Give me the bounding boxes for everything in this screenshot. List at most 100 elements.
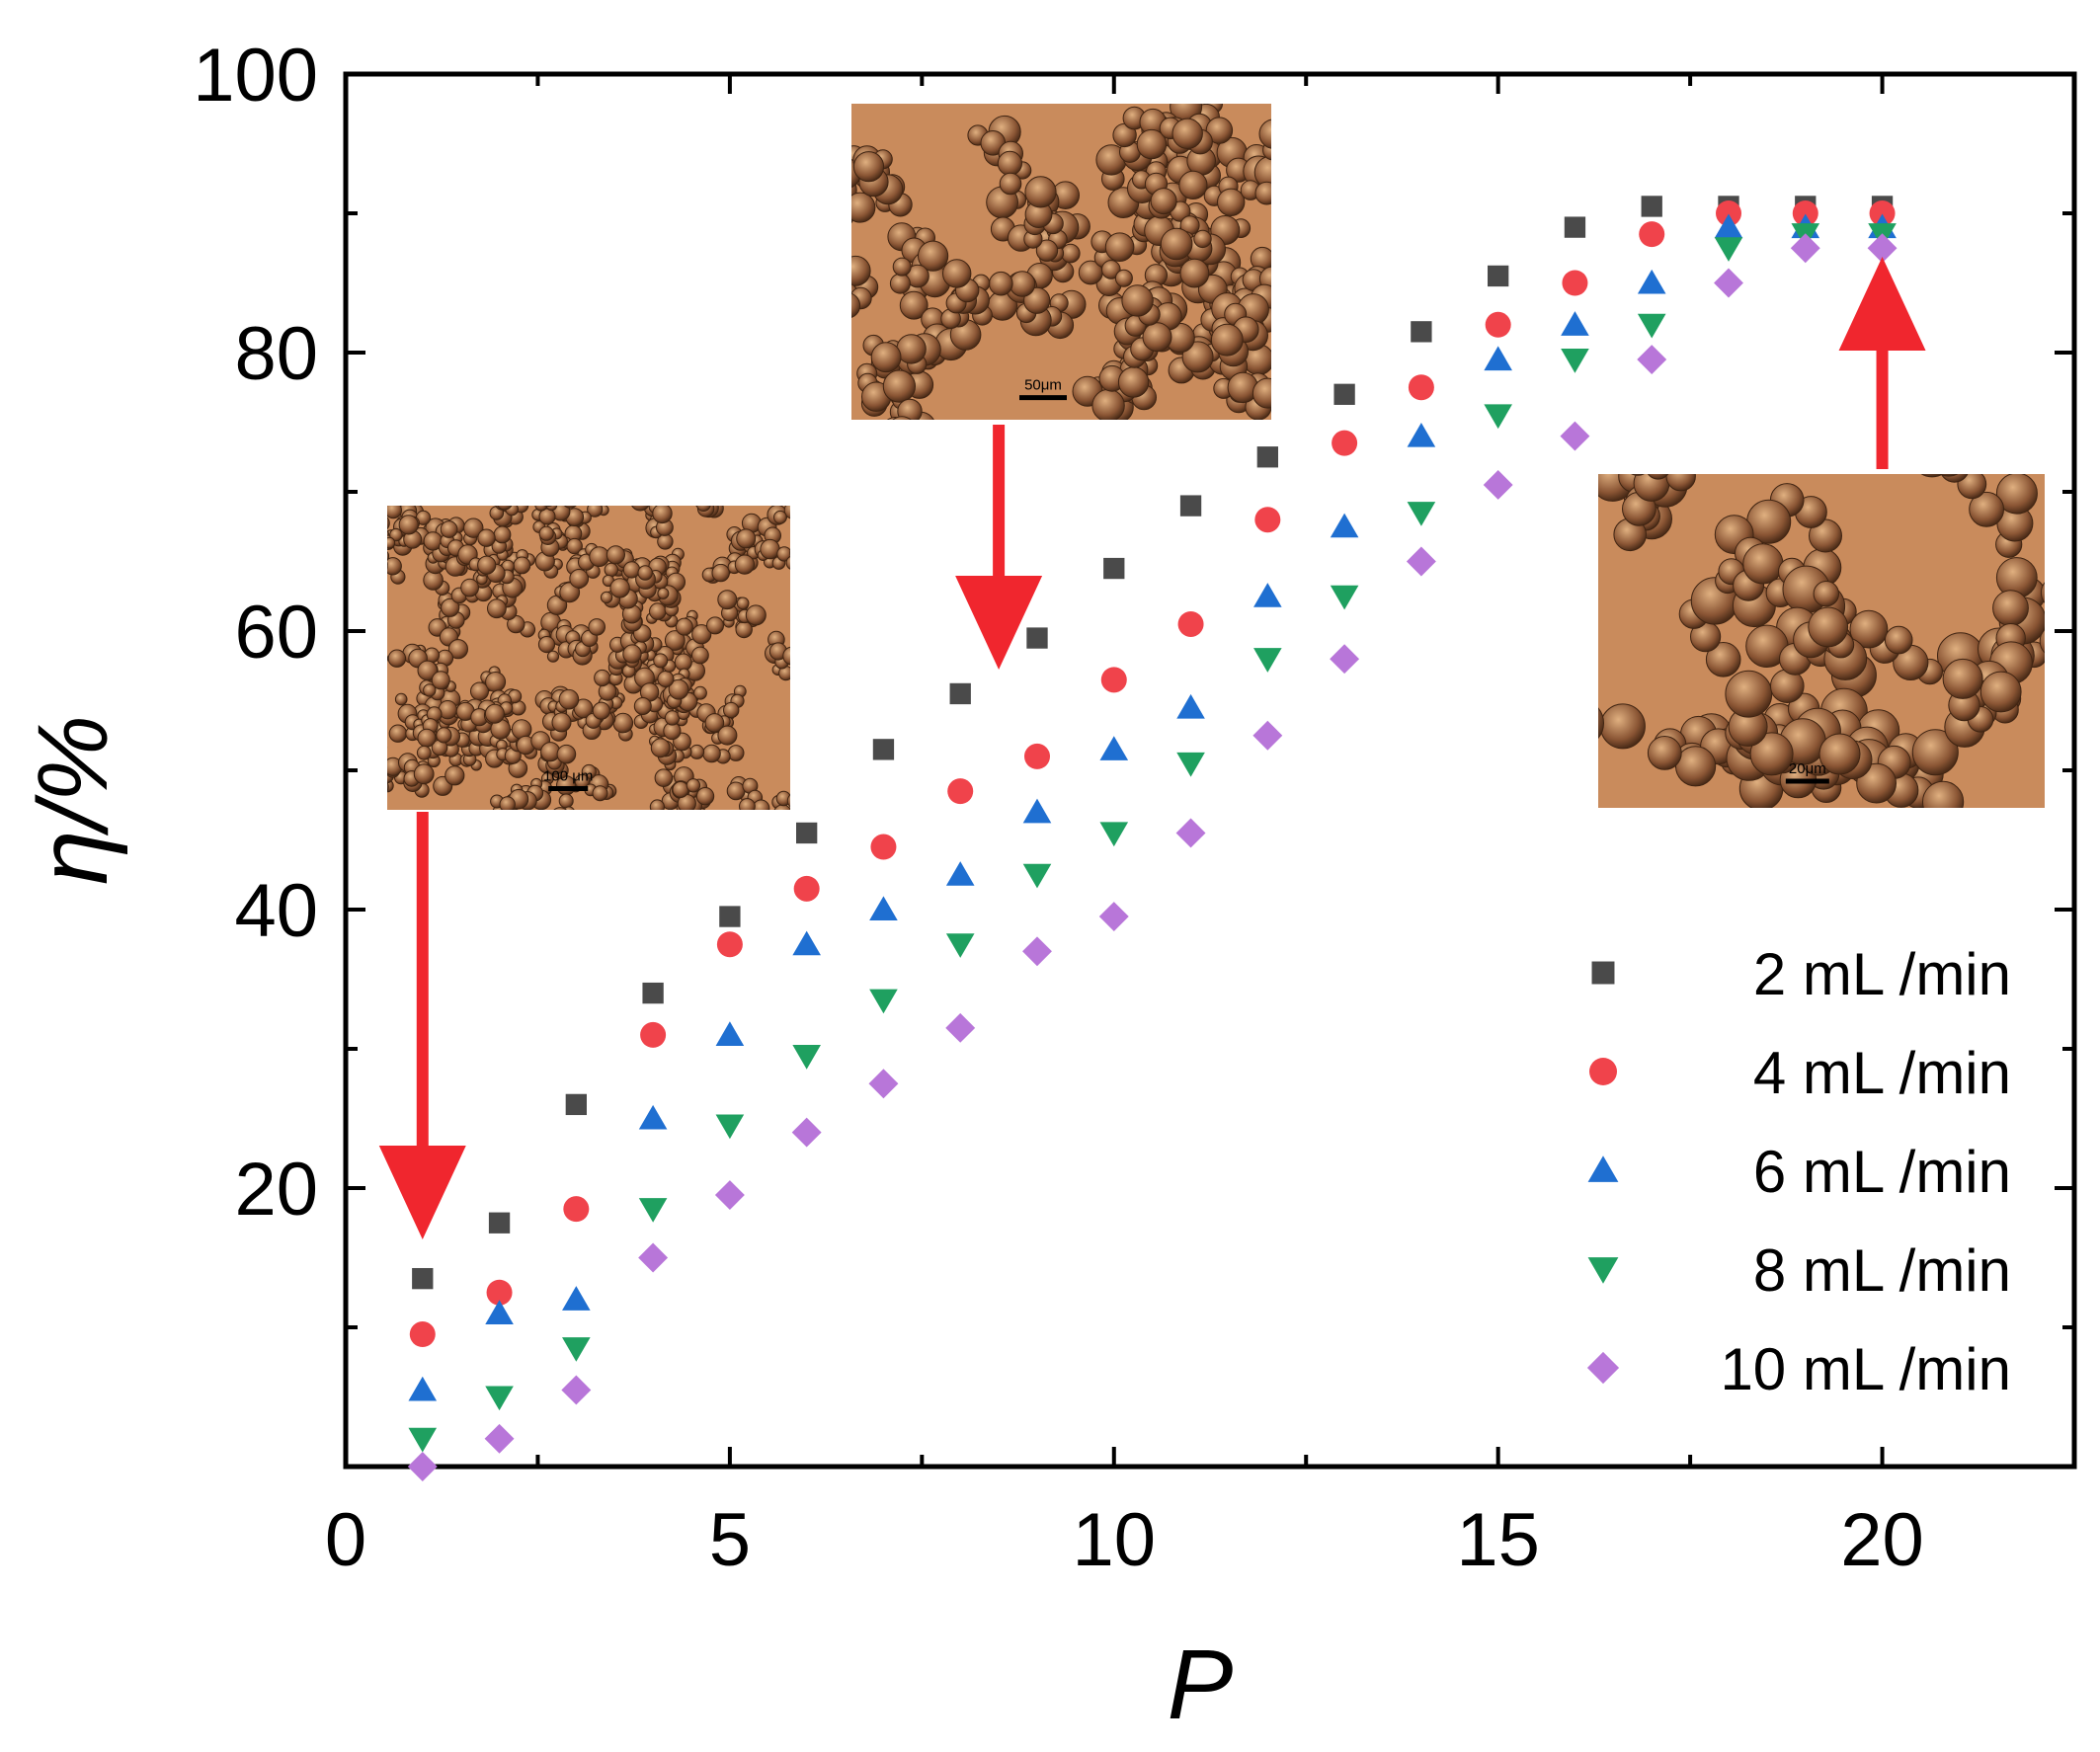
micrograph: 50μm <box>851 104 1271 420</box>
data-point <box>1639 221 1665 248</box>
data-point <box>1561 349 1589 373</box>
legend-marker <box>1587 1257 1619 1284</box>
data-point <box>488 1212 511 1234</box>
x-tick-label: 15 <box>1456 1498 1540 1582</box>
data-point <box>1254 507 1281 533</box>
series-2 <box>409 200 1896 1348</box>
bead-cluster <box>387 506 790 810</box>
data-point <box>1253 583 1282 607</box>
data-point <box>796 822 818 844</box>
data-point <box>1792 200 1818 226</box>
data-point <box>1714 268 1743 298</box>
data-point <box>485 1386 514 1411</box>
data-point <box>1485 311 1511 338</box>
y-tick-label: 20 <box>234 1148 318 1232</box>
y-tick-label: 40 <box>234 869 318 953</box>
legend-label: 6 mL /min <box>1753 1139 2011 1205</box>
data-point <box>409 1321 436 1348</box>
data-point <box>1484 346 1512 371</box>
data-point <box>565 1093 587 1116</box>
data-point <box>716 931 743 958</box>
data-point <box>638 1198 668 1223</box>
data-point <box>1637 313 1666 339</box>
legend-marker <box>1586 1351 1620 1385</box>
data-point <box>1561 311 1589 336</box>
data-point <box>1406 546 1436 577</box>
legend-marker <box>1589 1058 1617 1085</box>
data-point <box>792 1045 821 1070</box>
data-point <box>484 1423 515 1454</box>
data-point <box>640 1021 667 1048</box>
data-point <box>719 906 741 927</box>
data-point <box>791 1117 822 1148</box>
data-point <box>715 1114 745 1140</box>
legend-label: 4 mL /min <box>1753 1040 2011 1106</box>
data-point <box>868 1069 899 1099</box>
data-point <box>486 1279 513 1306</box>
arrow <box>378 812 466 1239</box>
data-point <box>947 778 974 805</box>
data-point <box>1179 495 1202 517</box>
data-point <box>562 1337 591 1362</box>
data-point <box>715 1021 745 1046</box>
data-point <box>1176 752 1205 777</box>
data-point <box>945 1012 976 1043</box>
y-tick-label: 100 <box>193 34 318 118</box>
data-point <box>1637 269 1666 294</box>
legend-label: 10 mL /min <box>1720 1336 2011 1402</box>
data-point <box>1022 936 1052 967</box>
scale-bar-label: 20μm <box>1789 760 1826 777</box>
data-point <box>792 930 821 956</box>
legend-entry: 10 mL /min <box>1586 1336 2011 1402</box>
data-point <box>1790 233 1820 264</box>
legend-entry: 2 mL /min <box>1591 941 2011 1007</box>
data-point <box>1867 233 1898 264</box>
x-axis-label: P <box>1168 1630 1234 1740</box>
arrow <box>955 425 1043 670</box>
data-point <box>1177 610 1204 637</box>
scale-bar-label: 50μm <box>1024 377 1062 394</box>
data-point <box>1637 345 1667 374</box>
axes: 0 5 10 15 20 20 40 60 80 100 Pη/% <box>18 34 2077 1740</box>
data-point <box>638 1104 668 1130</box>
data-point <box>1714 237 1743 262</box>
arrow-head <box>1838 257 1926 351</box>
data-point <box>1330 644 1360 675</box>
data-point <box>563 1196 590 1223</box>
data-point <box>412 1267 434 1290</box>
x-tick-label: 10 <box>1073 1498 1157 1582</box>
data-point <box>1488 265 1509 287</box>
y-tick-label: 80 <box>234 312 318 396</box>
data-point <box>1100 667 1127 693</box>
micrograph: 100 μm <box>387 506 790 810</box>
legend-label: 8 mL /min <box>1753 1237 2011 1304</box>
data-point <box>1333 383 1355 405</box>
legend-entry: 4 mL /min <box>1589 1040 2011 1106</box>
data-point <box>642 982 664 1004</box>
data-point <box>945 861 975 886</box>
data-point <box>407 1452 438 1481</box>
data-point <box>1483 470 1513 500</box>
data-point <box>562 1286 591 1311</box>
data-point <box>945 933 975 958</box>
data-point <box>408 1376 438 1401</box>
data-point <box>1869 200 1896 226</box>
data-point <box>872 739 895 760</box>
data-point <box>1407 502 1436 526</box>
data-point <box>793 875 820 902</box>
legend: 2 mL /min 4 mL /min 6 mL /min 8 mL /min 10 m… <box>1586 941 2011 1402</box>
data-point <box>1026 627 1048 649</box>
y-axis-label: η/% <box>18 715 128 885</box>
data-point <box>561 1375 592 1405</box>
data-point <box>1099 822 1129 847</box>
data-point <box>638 1242 669 1273</box>
legend-entry: 6 mL /min <box>1587 1139 2011 1205</box>
legend-label: 2 mL /min <box>1753 941 2011 1007</box>
series-5 <box>407 233 1898 1481</box>
data-point <box>1175 818 1206 848</box>
data-point <box>1484 404 1512 430</box>
data-point <box>408 1427 438 1453</box>
data-point <box>1560 421 1590 451</box>
data-point <box>485 1300 514 1324</box>
y-tick-label: 60 <box>234 591 318 675</box>
